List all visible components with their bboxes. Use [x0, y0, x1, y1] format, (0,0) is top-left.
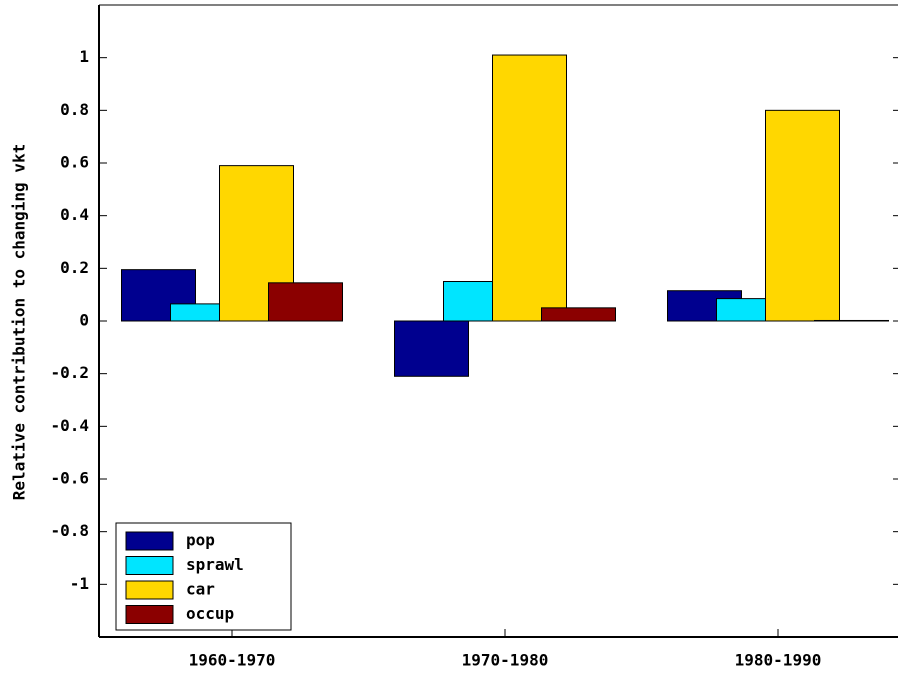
y-tick-label: -0.8 — [50, 521, 89, 540]
bar — [268, 282, 343, 322]
legend-label: car — [186, 580, 215, 599]
legend-swatch — [125, 556, 174, 575]
y-tick-label: -0.4 — [50, 416, 89, 435]
y-tick-label: 0.2 — [60, 258, 89, 277]
x-tick-label: 1980-1990 — [735, 651, 822, 670]
bar — [121, 269, 196, 322]
y-axis-label: Relative contribution to changing vkt — [10, 144, 29, 500]
legend-label: sprawl — [186, 555, 244, 574]
x-tick-label: 1970-1980 — [462, 651, 549, 670]
y-tick-label: 0.4 — [60, 205, 89, 224]
legend-swatch — [125, 605, 174, 624]
bar — [765, 109, 840, 322]
bar — [814, 319, 889, 322]
y-tick-label: -0.2 — [50, 363, 89, 382]
y-tick-label: 0 — [79, 311, 89, 330]
bar — [541, 307, 616, 322]
y-tick-label: 1 — [79, 47, 89, 66]
bar — [394, 320, 469, 377]
legend-label: occup — [186, 604, 234, 623]
x-tick-label: 1960-1970 — [189, 651, 276, 670]
y-tick-label: 0.8 — [60, 100, 89, 119]
legend-swatch — [125, 580, 174, 600]
legend-swatch — [125, 531, 174, 551]
y-tick-label: -1 — [70, 574, 89, 593]
legend-label: pop — [186, 531, 215, 550]
bar — [492, 54, 567, 322]
y-tick-label: 0.6 — [60, 153, 89, 172]
y-tick-label: -0.6 — [50, 469, 89, 488]
